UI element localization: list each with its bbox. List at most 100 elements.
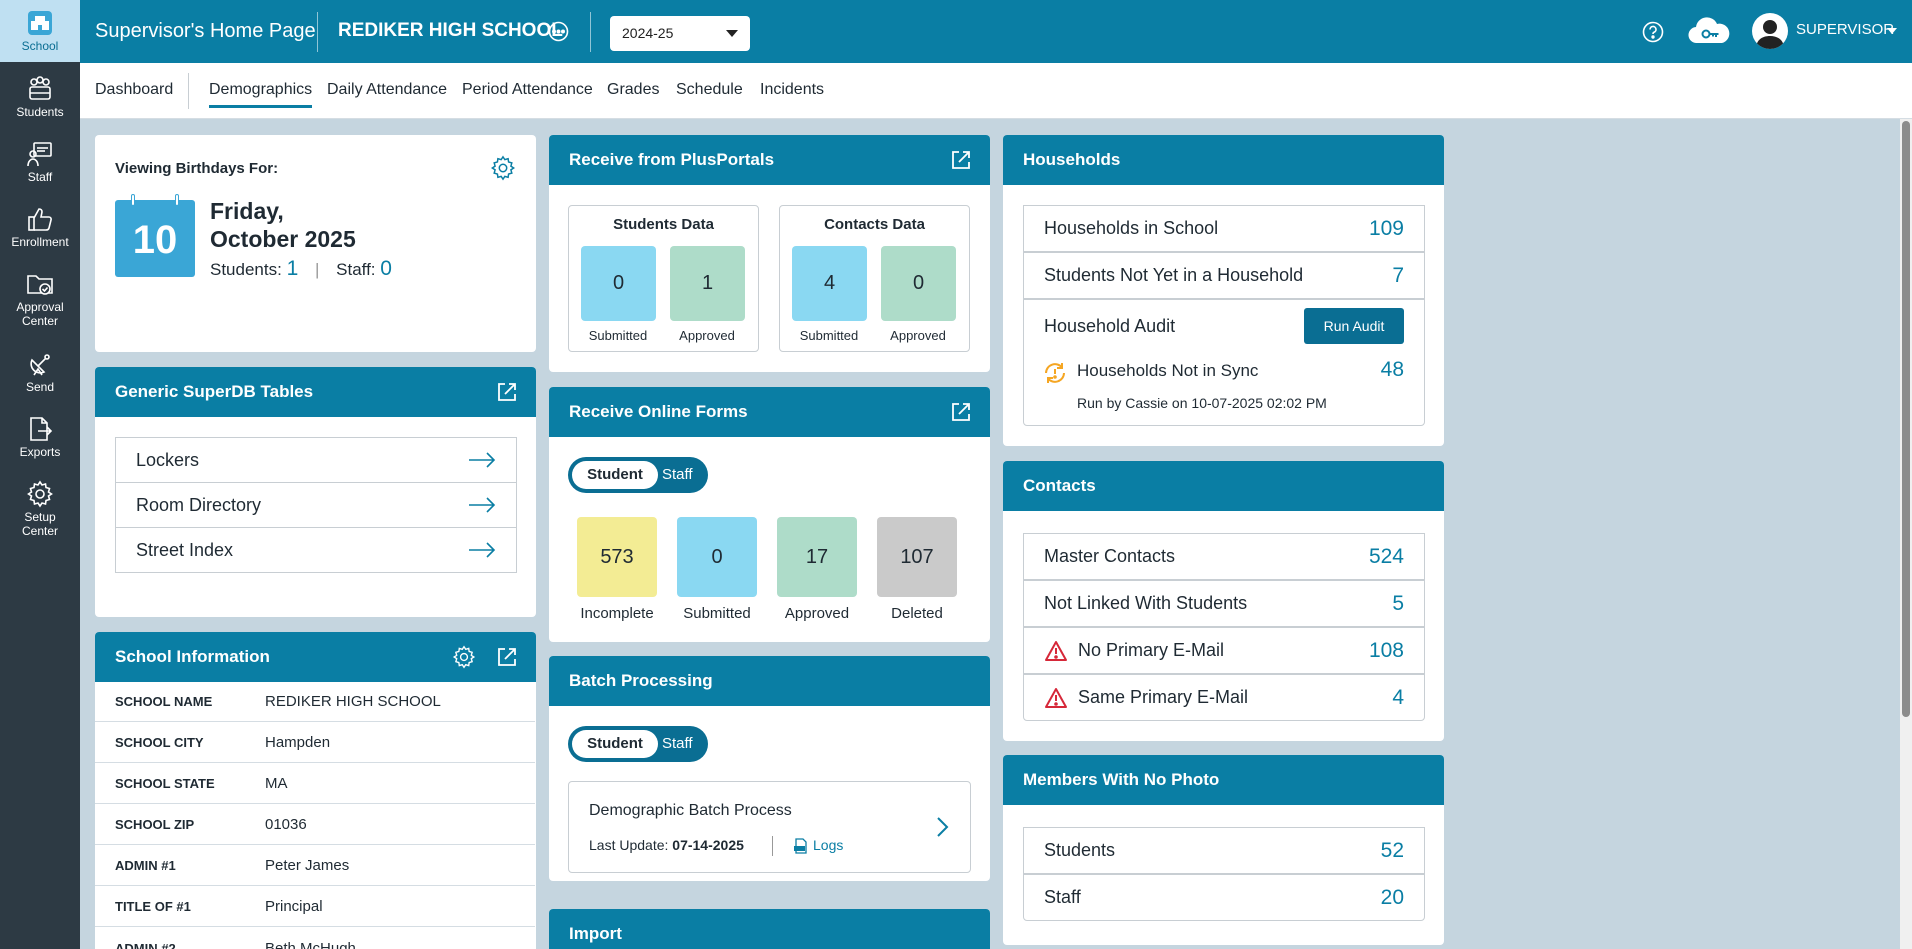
nav-exports[interactable]: Exports xyxy=(0,415,80,459)
students-approved-tile[interactable]: 1 xyxy=(670,246,745,321)
batch-process-name: Demographic Batch Process xyxy=(589,802,792,819)
students-not-in-household-row[interactable]: Students Not Yet in a Household 7 xyxy=(1023,252,1425,299)
tile-value: 0 xyxy=(912,272,925,294)
card-title: Receive Online Forms xyxy=(569,402,748,421)
divider xyxy=(188,73,189,109)
stat-value: 109 xyxy=(1368,216,1404,240)
contacts-submitted-tile[interactable]: 4 xyxy=(792,246,867,321)
nav-students[interactable]: Students xyxy=(0,75,80,119)
chevron-down-icon[interactable] xyxy=(1887,28,1897,34)
external-link-icon[interactable] xyxy=(950,401,972,423)
student-staff-toggle[interactable]: Student Staff xyxy=(568,457,708,493)
tile-label: Approved xyxy=(679,328,735,343)
info-value: Beth McHugh xyxy=(265,939,356,949)
students-submitted-tile[interactable]: 0 xyxy=(581,246,656,321)
school-year-select[interactable]: 2024-25 xyxy=(610,16,750,51)
students-count[interactable]: 1 xyxy=(286,257,299,280)
external-link-icon[interactable] xyxy=(496,381,518,403)
master-contacts-row[interactable]: Master Contacts 524 xyxy=(1023,533,1425,580)
no-primary-email-row[interactable]: No Primary E-Mail 108 xyxy=(1023,627,1425,674)
list-label: Street Index xyxy=(136,539,234,560)
stat-value: 4 xyxy=(1392,685,1404,709)
gear-icon[interactable] xyxy=(490,155,516,181)
stat-label-wrap: No Primary E-Mail xyxy=(1044,640,1224,662)
info-key: ADMIN #1 xyxy=(115,858,176,873)
nav-label: Staff xyxy=(27,170,53,184)
student-staff-toggle[interactable]: Student Staff xyxy=(568,726,708,762)
nav-label: Exports xyxy=(19,445,61,459)
tab-dashboard[interactable]: Dashboard xyxy=(95,81,174,98)
toggle-student[interactable]: Student xyxy=(572,461,658,489)
tile-label: Approved xyxy=(890,328,946,343)
tile-label: Submitted xyxy=(799,328,859,343)
tab-schedule[interactable]: Schedule xyxy=(676,81,743,98)
tab-period-attendance[interactable]: Period Attendance xyxy=(462,81,593,98)
no-photo-card: Members With No Photo Students 52 Staff 20 xyxy=(1003,755,1444,945)
birthday-month-year: October 2025 xyxy=(210,226,356,252)
not-sync-count[interactable]: 48 xyxy=(1380,358,1404,381)
approved-tile[interactable]: 17 xyxy=(777,517,857,597)
superdb-lockers[interactable]: Lockers xyxy=(115,437,517,483)
info-value: 01036 xyxy=(265,816,307,833)
staff-count[interactable]: 0 xyxy=(380,257,392,280)
superdb-room-directory[interactable]: Room Directory xyxy=(115,482,517,528)
avatar[interactable] xyxy=(1752,13,1788,49)
toggle-staff[interactable]: Staff xyxy=(662,466,693,483)
nav-school[interactable]: School xyxy=(0,0,80,62)
no-photo-staff-row[interactable]: Staff 20 xyxy=(1023,874,1425,921)
nav-enrollment[interactable]: Enrollment xyxy=(0,205,80,249)
run-audit-button[interactable]: Run Audit xyxy=(1304,308,1404,344)
info-value: MA xyxy=(265,775,288,792)
school-name: REDIKER HIGH SCHOOL xyxy=(338,20,563,41)
arrow-right-icon xyxy=(469,497,496,513)
demographic-batch-process[interactable]: Demographic Batch Process Last Update: 0… xyxy=(568,781,971,873)
external-link-icon[interactable] xyxy=(496,646,518,668)
box-title: Students Data xyxy=(613,216,714,233)
no-photo-students-row[interactable]: Students 52 xyxy=(1023,827,1425,874)
tile-label: Submitted xyxy=(588,328,648,343)
logs-link[interactable]: Logs xyxy=(813,837,844,853)
tab-daily-attendance[interactable]: Daily Attendance xyxy=(327,81,448,98)
card-title: Generic SuperDB Tables xyxy=(115,382,314,401)
more-options-icon[interactable] xyxy=(548,21,569,42)
households-in-school-row[interactable]: Households in School 109 xyxy=(1023,205,1425,252)
nav-send[interactable]: Send xyxy=(0,350,80,394)
school-icon xyxy=(28,11,52,35)
tab-incidents[interactable]: Incidents xyxy=(760,81,825,98)
tab-demographics[interactable]: Demographics xyxy=(209,81,313,108)
nav-staff[interactable]: Staff xyxy=(0,140,80,184)
info-row: ADMIN #1 Peter James xyxy=(95,846,535,886)
not-linked-row[interactable]: Not Linked With Students 5 xyxy=(1023,580,1425,627)
scrollbar[interactable] xyxy=(1900,119,1912,949)
run-by-label: Run by Cassie on xyxy=(1077,395,1188,411)
contacts-approved-tile[interactable]: 0 xyxy=(881,246,956,321)
card-title: Members With No Photo xyxy=(1023,770,1220,789)
card-title: Contacts xyxy=(1023,476,1096,495)
students-data-box: Students Data 0 1 Submitted Approved xyxy=(568,205,759,352)
external-link-icon[interactable] xyxy=(950,149,972,171)
tile-value: 107 xyxy=(900,545,934,568)
birthday-counts: Students: 1 | Staff: 0 xyxy=(210,257,392,280)
toggle-staff[interactable]: Staff xyxy=(662,735,693,752)
incomplete-tile[interactable]: 573 xyxy=(577,517,657,597)
tile-label: Submitted xyxy=(683,605,751,622)
superdb-street-index[interactable]: Street Index xyxy=(115,527,517,573)
submitted-tile[interactable]: 0 xyxy=(677,517,757,597)
cloud-key-icon[interactable] xyxy=(1687,15,1731,47)
birthdays-title: Viewing Birthdays For: xyxy=(115,160,279,177)
deleted-tile[interactable]: 107 xyxy=(877,517,957,597)
tab-grades[interactable]: Grades xyxy=(607,81,660,98)
tile-label: Approved xyxy=(784,605,850,622)
nav-setup-center[interactable]: Setup Center xyxy=(0,480,80,538)
birthday-weekday: Friday, xyxy=(210,198,284,224)
toggle-student[interactable]: Student xyxy=(572,730,658,758)
user-name[interactable]: SUPERVISOR xyxy=(1796,21,1895,38)
scrollbar-thumb[interactable] xyxy=(1902,121,1910,717)
gear-icon[interactable] xyxy=(452,645,476,669)
nav-approval-center[interactable]: Approval Center xyxy=(0,270,80,328)
same-primary-email-row[interactable]: Same Primary E-Mail 4 xyxy=(1023,674,1425,721)
plusportals-card: Receive from PlusPortals Students Data 0… xyxy=(549,135,990,372)
user-icon xyxy=(1756,20,1784,49)
stat-value: 7 xyxy=(1392,263,1404,287)
help-icon[interactable] xyxy=(1642,21,1664,43)
